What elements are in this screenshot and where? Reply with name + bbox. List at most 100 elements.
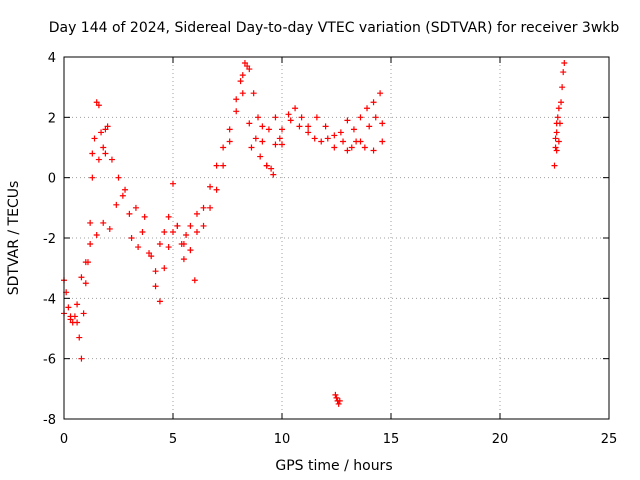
data-point bbox=[135, 244, 142, 251]
data-point bbox=[332, 391, 339, 398]
data-point bbox=[377, 90, 384, 97]
data-point bbox=[279, 126, 285, 133]
data-point bbox=[174, 222, 181, 229]
data-point bbox=[139, 228, 146, 235]
data-point bbox=[337, 129, 344, 136]
data-point bbox=[146, 250, 153, 257]
data-point bbox=[106, 225, 113, 232]
data-point bbox=[252, 135, 259, 142]
data-point bbox=[91, 135, 98, 142]
data-point bbox=[65, 304, 72, 311]
data-point bbox=[265, 126, 272, 133]
data-point bbox=[553, 147, 560, 154]
series-trace-d bbox=[180, 60, 283, 254]
data-point bbox=[239, 90, 246, 97]
data-point bbox=[193, 210, 200, 217]
data-point bbox=[156, 298, 163, 305]
data-point bbox=[241, 60, 248, 67]
series-trace-g bbox=[344, 138, 386, 154]
data-point bbox=[132, 204, 139, 211]
data-point bbox=[126, 210, 133, 217]
data-point bbox=[87, 241, 94, 248]
data-point bbox=[161, 228, 168, 235]
data-point bbox=[193, 228, 200, 235]
x-tick-label: 10 bbox=[274, 432, 291, 447]
data-point bbox=[379, 138, 386, 145]
data-point bbox=[187, 222, 194, 229]
data-point bbox=[561, 60, 568, 67]
data-point bbox=[78, 355, 85, 362]
data-point bbox=[170, 180, 176, 187]
data-point bbox=[71, 313, 78, 320]
data-point bbox=[213, 186, 220, 193]
data-point bbox=[364, 105, 371, 112]
data-point bbox=[335, 400, 342, 407]
data-point bbox=[366, 123, 373, 130]
data-point bbox=[555, 138, 562, 145]
data-point bbox=[180, 241, 187, 248]
series-trace-h bbox=[332, 391, 343, 407]
data-point bbox=[165, 244, 172, 251]
data-point bbox=[122, 186, 129, 193]
data-point bbox=[89, 150, 96, 157]
plot-frame bbox=[63, 56, 610, 420]
x-tick-label: 25 bbox=[601, 432, 618, 447]
data-point bbox=[95, 156, 102, 163]
data-point bbox=[180, 256, 187, 263]
y-tick-label: 2 bbox=[48, 111, 56, 126]
data-point bbox=[350, 126, 357, 133]
data-point bbox=[285, 111, 292, 118]
series-trace-c bbox=[89, 63, 251, 305]
data-point bbox=[200, 204, 207, 211]
data-point bbox=[553, 129, 560, 136]
data-point bbox=[161, 265, 168, 272]
y-tick-label: 0 bbox=[48, 172, 56, 187]
data-point bbox=[558, 99, 565, 106]
data-point bbox=[311, 135, 318, 142]
data-point bbox=[87, 219, 94, 226]
data-point bbox=[244, 63, 251, 70]
data-point bbox=[551, 162, 558, 169]
data-points bbox=[61, 60, 568, 407]
data-point bbox=[348, 144, 355, 151]
data-point bbox=[276, 135, 283, 142]
data-point bbox=[259, 138, 266, 145]
data-point bbox=[67, 316, 74, 323]
x-tick-label: 15 bbox=[383, 432, 400, 447]
data-point bbox=[152, 283, 159, 290]
data-point bbox=[220, 162, 227, 169]
data-point bbox=[552, 135, 559, 142]
data-point bbox=[74, 301, 81, 308]
data-point bbox=[259, 123, 266, 130]
data-point bbox=[248, 144, 255, 151]
data-point bbox=[318, 138, 325, 145]
chart-title: Day 144 of 2024, Sidereal Day-to-day VTE… bbox=[49, 20, 620, 36]
data-point bbox=[313, 114, 320, 121]
data-point bbox=[379, 120, 386, 127]
data-point bbox=[152, 268, 159, 275]
data-point bbox=[556, 120, 563, 127]
data-point bbox=[78, 274, 85, 281]
data-point bbox=[272, 141, 279, 148]
data-point bbox=[80, 310, 87, 317]
data-point bbox=[156, 241, 163, 248]
data-point bbox=[165, 213, 172, 220]
data-point bbox=[191, 277, 198, 284]
y-tick-label: -4 bbox=[43, 292, 56, 307]
data-point bbox=[333, 394, 340, 401]
data-point bbox=[340, 138, 347, 145]
data-point bbox=[372, 114, 379, 121]
data-point bbox=[344, 117, 351, 124]
data-point bbox=[200, 222, 207, 229]
data-point bbox=[93, 99, 100, 106]
data-point bbox=[336, 397, 343, 404]
data-point bbox=[305, 129, 312, 136]
data-point bbox=[322, 123, 329, 130]
series-trace-b bbox=[61, 180, 198, 323]
y-tick-label: 4 bbox=[48, 51, 56, 66]
data-point bbox=[344, 147, 351, 154]
y-tick-label: -6 bbox=[43, 353, 56, 368]
data-point bbox=[113, 201, 120, 208]
data-point bbox=[257, 153, 264, 160]
